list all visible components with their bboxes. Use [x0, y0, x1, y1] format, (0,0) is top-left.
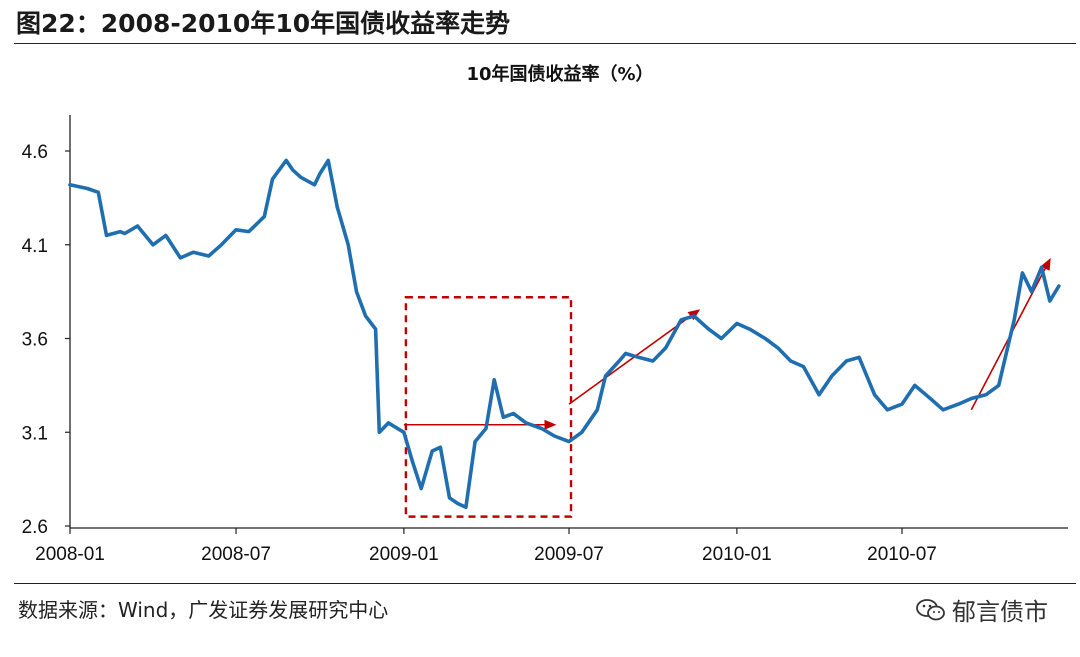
y-tick-label: 3.1 [22, 423, 48, 444]
axes: 2.6 3.1 3.6 4.1 4.6 2008-01 2008-07 2009-01 2009… [22, 115, 1068, 565]
annotations [403, 257, 1051, 518]
watermark-text: 郁言债市 [952, 598, 1048, 626]
series-group [68, 158, 1061, 510]
x-tick-label: 2008-01 [35, 544, 105, 565]
y-tick-label: 4.6 [22, 142, 48, 163]
watermark: 郁言债市 [916, 592, 1048, 627]
top-rule [14, 43, 1076, 44]
chart-title: 10年国债收益率（%） [466, 63, 653, 85]
x-tick-label: 2009-07 [534, 544, 604, 565]
bottom-rule [14, 583, 1076, 584]
x-tick-label: 2010-01 [702, 544, 772, 565]
x-tick-label: 2010-07 [867, 544, 937, 565]
line-chart: 10年国债收益率（%） 2.6 3.1 3.6 4.1 4.6 2008-01 2008-0… [22, 63, 1068, 565]
y-tick-label: 2.6 [22, 517, 48, 538]
wechat-icon [916, 598, 945, 620]
y-tick-label: 3.6 [22, 330, 48, 351]
source-note: 数据来源：Wind，广发证券发展研究中心 [18, 598, 389, 622]
x-tick-label: 2008-07 [201, 544, 271, 565]
y-tick-label: 4.1 [22, 236, 48, 257]
x-tick-label: 2009-01 [369, 544, 439, 565]
series-line [68, 158, 1061, 510]
figure-title: 图22：2008-2010年10年国债收益率走势 [16, 9, 511, 38]
